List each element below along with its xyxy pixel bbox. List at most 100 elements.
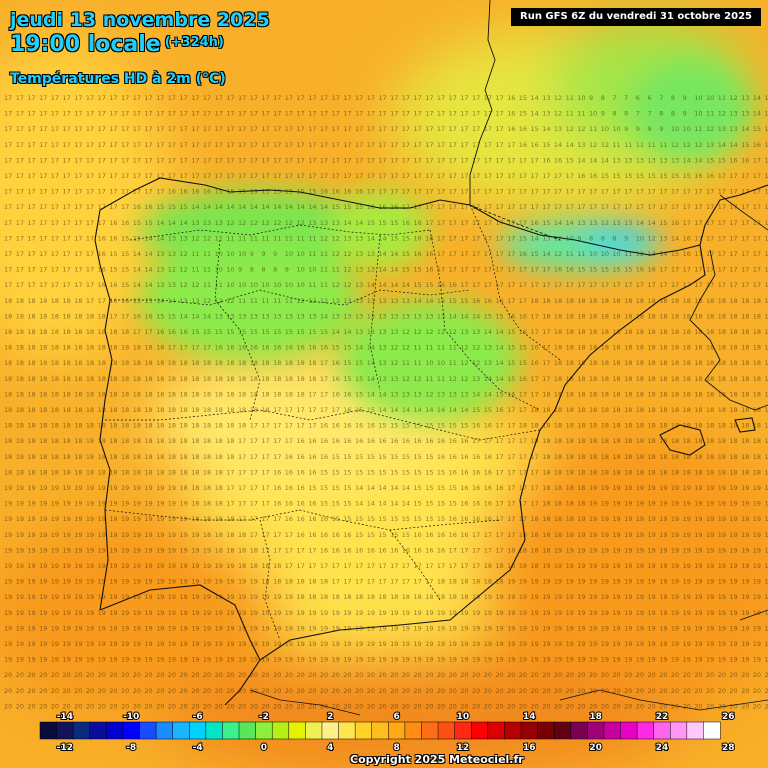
svg-text:18: 18	[671, 312, 679, 320]
svg-text:18: 18	[180, 375, 188, 383]
svg-text:19: 19	[261, 656, 269, 664]
svg-text:19: 19	[4, 546, 12, 554]
svg-text:17: 17	[51, 219, 59, 227]
svg-text:17: 17	[86, 266, 94, 274]
svg-text:19: 19	[753, 515, 761, 523]
svg-text:18: 18	[589, 328, 597, 336]
svg-text:20: 20	[718, 671, 726, 679]
svg-text:18: 18	[601, 344, 609, 352]
svg-text:20: 20	[577, 687, 585, 695]
svg-text:13: 13	[273, 312, 281, 320]
svg-text:19: 19	[414, 656, 422, 664]
svg-text:18: 18	[718, 312, 726, 320]
svg-text:18: 18	[250, 546, 258, 554]
svg-text:19: 19	[74, 531, 82, 539]
svg-text:17: 17	[168, 125, 176, 133]
svg-text:20: 20	[156, 671, 164, 679]
svg-text:14: 14	[320, 203, 328, 211]
svg-text:16: 16	[472, 500, 480, 508]
svg-text:16: 16	[273, 344, 281, 352]
svg-text:19: 19	[706, 562, 714, 570]
svg-text:18: 18	[753, 422, 761, 430]
svg-text:11: 11	[215, 281, 223, 289]
legend-cell	[106, 721, 124, 740]
svg-text:19: 19	[741, 624, 749, 632]
legend-cell	[155, 721, 174, 740]
svg-text:20: 20	[308, 687, 316, 695]
svg-text:20: 20	[27, 671, 35, 679]
svg-text:19: 19	[589, 609, 597, 617]
svg-text:15: 15	[589, 266, 597, 274]
svg-text:19: 19	[414, 609, 422, 617]
svg-text:18: 18	[753, 453, 761, 461]
svg-text:19: 19	[706, 531, 714, 539]
svg-text:20: 20	[378, 687, 386, 695]
svg-text:18: 18	[542, 297, 550, 305]
svg-text:10: 10	[589, 250, 597, 258]
svg-text:14: 14	[297, 203, 305, 211]
svg-text:16: 16	[414, 219, 422, 227]
svg-text:19: 19	[51, 593, 59, 601]
legend-cell	[487, 721, 506, 740]
legend-cell	[56, 721, 74, 740]
svg-text:19: 19	[694, 578, 702, 586]
svg-text:12: 12	[601, 219, 609, 227]
svg-text:17: 17	[343, 110, 351, 118]
svg-text:17: 17	[425, 188, 433, 196]
svg-text:13: 13	[402, 297, 410, 305]
svg-text:18: 18	[741, 328, 749, 336]
svg-text:10: 10	[238, 250, 246, 258]
svg-text:12: 12	[238, 219, 246, 227]
svg-text:17: 17	[86, 203, 94, 211]
svg-text:18: 18	[648, 297, 656, 305]
svg-text:18: 18	[694, 375, 702, 383]
svg-text:18: 18	[659, 468, 667, 476]
legend-cell	[620, 721, 638, 740]
svg-text:18: 18	[648, 453, 656, 461]
svg-text:17: 17	[4, 203, 12, 211]
svg-text:17: 17	[495, 453, 503, 461]
svg-text:18: 18	[659, 312, 667, 320]
svg-text:18: 18	[215, 531, 223, 539]
svg-text:17: 17	[694, 266, 702, 274]
svg-text:17: 17	[355, 578, 363, 586]
svg-text:17: 17	[74, 125, 82, 133]
svg-text:18: 18	[601, 422, 609, 430]
svg-text:17: 17	[495, 172, 503, 180]
svg-text:18: 18	[612, 406, 620, 414]
svg-text:15: 15	[109, 266, 117, 274]
svg-text:18: 18	[285, 390, 293, 398]
svg-text:15: 15	[624, 266, 632, 274]
svg-text:16: 16	[320, 515, 328, 523]
svg-text:18: 18	[589, 344, 597, 352]
svg-text:20: 20	[648, 671, 656, 679]
svg-text:20: 20	[484, 687, 492, 695]
svg-text:16: 16	[261, 344, 269, 352]
svg-text:18: 18	[16, 359, 24, 367]
svg-text:13: 13	[414, 390, 422, 398]
svg-text:15: 15	[343, 453, 351, 461]
svg-text:17: 17	[577, 188, 585, 196]
svg-text:20: 20	[437, 687, 445, 695]
svg-text:19: 19	[156, 562, 164, 570]
svg-text:18: 18	[612, 437, 620, 445]
svg-text:19: 19	[16, 531, 24, 539]
svg-text:8: 8	[671, 110, 675, 118]
svg-text:19: 19	[308, 656, 316, 664]
svg-text:17: 17	[156, 94, 164, 102]
svg-text:12: 12	[203, 297, 211, 305]
svg-text:18: 18	[121, 359, 129, 367]
svg-text:18: 18	[191, 359, 199, 367]
svg-text:17: 17	[694, 234, 702, 242]
svg-text:19: 19	[612, 656, 620, 664]
svg-text:12: 12	[191, 281, 199, 289]
svg-text:17: 17	[168, 156, 176, 164]
svg-text:13: 13	[390, 390, 398, 398]
svg-text:16: 16	[297, 515, 305, 523]
svg-text:17: 17	[437, 94, 445, 102]
svg-text:19: 19	[577, 578, 585, 586]
svg-text:15: 15	[542, 219, 550, 227]
svg-text:16: 16	[180, 328, 188, 336]
legend-label-top: -2	[259, 712, 269, 722]
svg-text:17: 17	[554, 188, 562, 196]
